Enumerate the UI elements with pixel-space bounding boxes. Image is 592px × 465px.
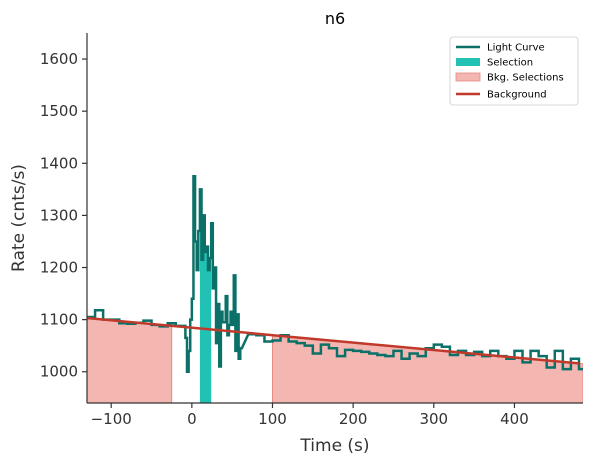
x-tick-label: 200 (339, 410, 368, 428)
x-tick-label: 300 (419, 410, 448, 428)
x-tick-label: 100 (258, 410, 287, 428)
y-tick-label: 1300 (40, 206, 78, 224)
background-model-line (86, 316, 580, 365)
legend: Light Curve Selection Bkg. Selections Ba… (449, 36, 579, 106)
bkg-selection-region-2 (271, 334, 583, 403)
y-tick-label: 1600 (40, 50, 78, 68)
y-tick-label: 1100 (40, 311, 78, 329)
legend-label-selection: Selection (487, 58, 533, 69)
legend-label-background: Background (487, 90, 547, 101)
axes: −100 0 100 200 300 400 1000 1100 1200 1300 1400 150… (40, 33, 583, 428)
legend-label-light-curve: Light Curve (487, 43, 545, 54)
legend-frame (449, 36, 579, 106)
legend-label-bkg-selections: Bkg. Selections (487, 73, 564, 84)
legend-swatch-selection (456, 58, 480, 66)
y-tick-label: 1000 (40, 363, 78, 381)
y-tick-label: 1200 (40, 259, 78, 277)
y-tick-label: 1500 (40, 102, 78, 120)
y-axis-label: Rate (cnts/s) (9, 164, 29, 272)
plot-area (86, 175, 583, 403)
legend-swatch-bkg-selections (455, 72, 481, 82)
x-tick-label: 0 (187, 410, 197, 428)
selection-region (199, 189, 212, 403)
bkg-selection-region-1 (87, 317, 173, 403)
chart-title: n6 (325, 9, 345, 28)
x-tick-label: 400 (500, 410, 529, 428)
x-tick-label: −100 (91, 410, 132, 428)
x-axis-label: Time (s) (299, 436, 369, 456)
y-tick-label: 1400 (40, 154, 78, 172)
